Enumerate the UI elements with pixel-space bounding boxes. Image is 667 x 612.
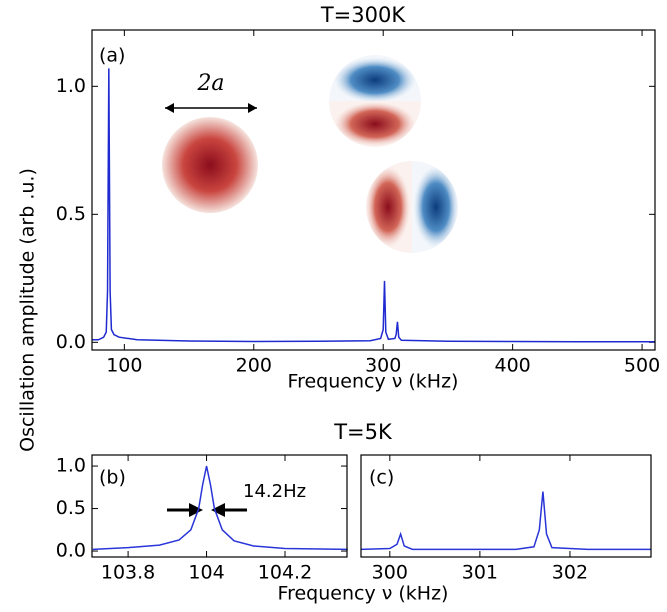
width-arrows bbox=[167, 503, 247, 517]
plot-frame bbox=[360, 454, 652, 558]
data-line bbox=[92, 68, 655, 343]
panel-label: (c) bbox=[369, 467, 394, 489]
x-tick-label: 302 bbox=[552, 562, 588, 584]
plot-frame bbox=[91, 29, 656, 351]
data-line bbox=[360, 491, 651, 551]
x-tick-label: 104 bbox=[188, 562, 224, 584]
x-tick-label: 103.8 bbox=[101, 562, 155, 584]
x-tick-label: 200 bbox=[236, 355, 272, 377]
plot-frame bbox=[91, 454, 348, 558]
panel-label: (a) bbox=[99, 45, 125, 67]
x-axis-label: Frequency ν (kHz) bbox=[288, 371, 459, 393]
x-tick-label: 500 bbox=[624, 355, 660, 377]
x-tick-label: 300 bbox=[372, 562, 408, 584]
annotation: 2a bbox=[196, 71, 224, 96]
y-tick-label: 1.0 bbox=[56, 75, 86, 97]
x-tick-label: 400 bbox=[494, 355, 530, 377]
data-line bbox=[92, 465, 348, 551]
y-tick-label: 0.0 bbox=[56, 540, 86, 562]
x-axis-label: Frequency ν (kHz) bbox=[278, 583, 449, 605]
x-tick-label: 104.2 bbox=[258, 562, 312, 584]
y-tick-label: 0.5 bbox=[56, 497, 86, 519]
annotation: 14.2Hz bbox=[243, 481, 306, 502]
x-tick-label: 300 bbox=[365, 355, 401, 377]
title: T=5K bbox=[333, 420, 393, 444]
x-tick-label: 301 bbox=[462, 562, 498, 584]
y-tick-label: 0.5 bbox=[56, 203, 86, 225]
x-tick-label: 100 bbox=[106, 355, 142, 377]
y-tick-label: 1.0 bbox=[56, 455, 86, 477]
y-axis-label: Oscillation amplitude (arb .u.) bbox=[17, 168, 39, 452]
panel-label: (b) bbox=[99, 467, 126, 489]
title: T=300K bbox=[320, 3, 407, 27]
y-tick-label: 0.0 bbox=[56, 331, 86, 353]
